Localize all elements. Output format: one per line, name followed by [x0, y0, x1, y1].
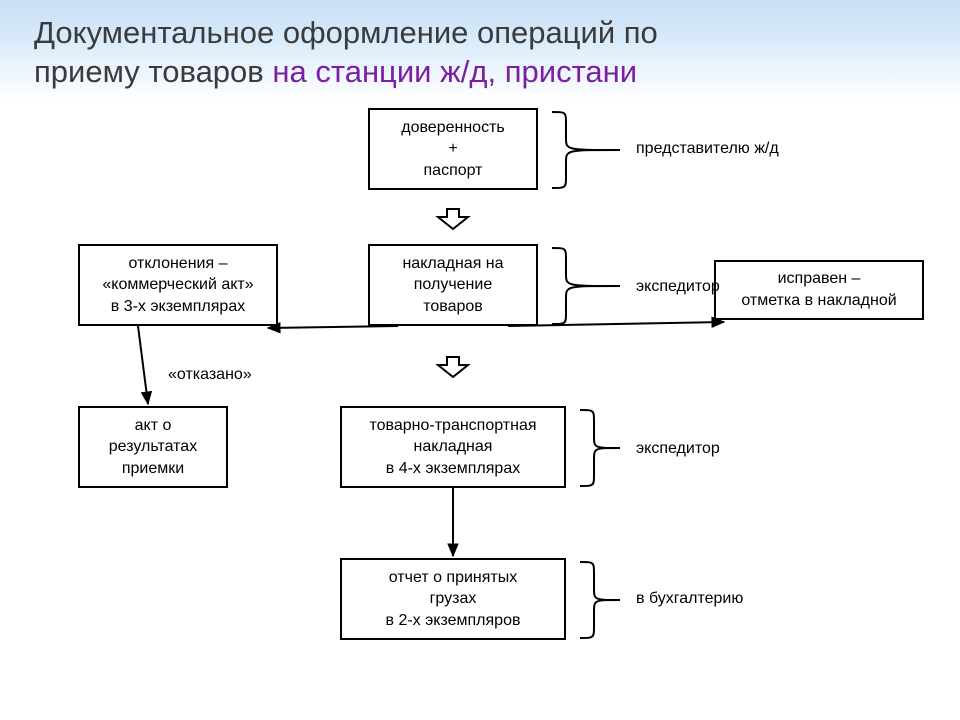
label-forwarder-2: экспедитор — [636, 440, 720, 458]
node-waybill-receipt: накладная на получение товаров — [368, 244, 538, 326]
node-ttn: товарно-транспортная накладная в 4-х экз… — [340, 406, 566, 488]
label-to-accounting: в бухгалтерию — [636, 590, 743, 608]
title-line2a: приему товаров — [34, 54, 272, 89]
label-refused: «отказано» — [168, 366, 252, 384]
node-acceptance-act: акт о результатах приемки — [78, 406, 228, 488]
node-commercial-act: отклонения – «коммерческий акт» в 3-х эк… — [78, 244, 278, 326]
node-trust-passport: доверенность + паспорт — [368, 108, 538, 190]
slide-title: Документальное оформление операций по пр… — [34, 14, 658, 92]
label-forwarder-1: экспедитор — [636, 278, 720, 296]
label-representative: представителю ж/д — [636, 140, 779, 158]
node-ok-mark: исправен – отметка в накладной — [714, 260, 924, 320]
title-line1: Документальное оформление операций по — [34, 15, 658, 50]
title-line2b: на станции ж/д, пристани — [272, 54, 637, 89]
node-cargo-report: отчет о принятых грузах в 2-х экземпляро… — [340, 558, 566, 640]
